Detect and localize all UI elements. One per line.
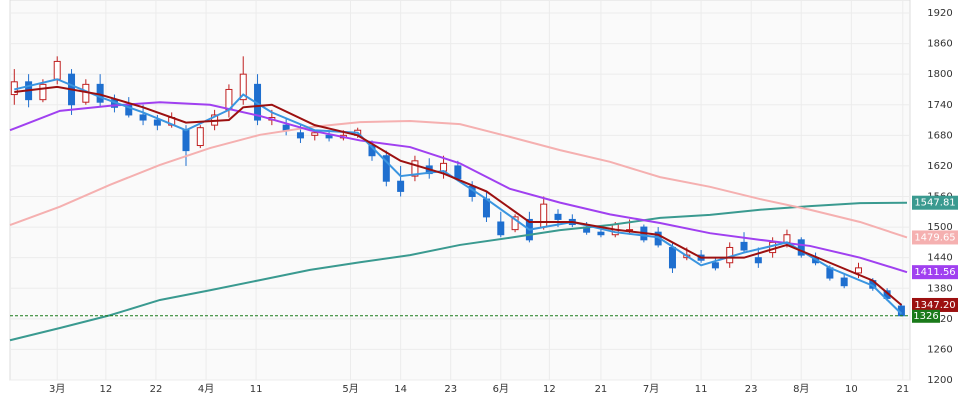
ma-line	[9, 101, 908, 274]
end-label-box	[912, 265, 958, 280]
candle-body	[311, 132, 319, 136]
candle-body	[239, 73, 247, 101]
y-tick-label: 1860	[927, 39, 952, 50]
candle-body	[854, 267, 862, 274]
y-tick-label: 1800	[927, 69, 952, 80]
ma-line	[14, 85, 903, 306]
x-tick-label: 6月	[493, 383, 509, 395]
x-tick-label: 5月	[342, 383, 358, 395]
candle-body	[440, 162, 448, 172]
y-tick-label: 1920	[927, 8, 952, 19]
x-tick-label: 23	[444, 384, 457, 395]
y-tick-label: 1440	[927, 253, 952, 264]
candle-body	[296, 132, 304, 139]
end-label: 1479.65	[914, 232, 955, 243]
candle-body	[554, 213, 562, 220]
candle-body	[740, 241, 748, 251]
y-tick-label: 1260	[927, 344, 952, 355]
candle-body	[397, 180, 405, 192]
end-label: 1347.20	[914, 300, 955, 311]
end-label: 1411.56	[914, 267, 955, 278]
candle-body	[39, 83, 47, 101]
ma-line	[14, 78, 903, 315]
candle-body	[597, 231, 605, 236]
candle-body	[182, 129, 190, 152]
x-tick-label: 22	[150, 384, 163, 395]
candle-body	[540, 203, 548, 228]
candle-body	[797, 239, 805, 256]
candle-body	[711, 262, 719, 269]
candle-body	[840, 277, 848, 287]
candle-body	[196, 127, 204, 147]
x-tick-label: 3月	[49, 383, 65, 395]
x-tick-label: 11	[250, 384, 263, 395]
end-label-box	[912, 297, 958, 312]
x-tick-label: 7月	[643, 383, 659, 395]
end-label-box	[912, 195, 958, 210]
last-price-label: 1326	[913, 311, 938, 322]
x-tick-label: 21	[595, 384, 608, 395]
end-label-box	[912, 230, 958, 245]
candle-body	[668, 246, 676, 269]
x-tick-label: 12	[99, 384, 112, 395]
y-tick-label: 1500	[927, 222, 952, 233]
y-tick-label: 1620	[927, 161, 952, 172]
plot-area	[9, 0, 911, 381]
candle-body	[783, 234, 791, 243]
candle-body	[139, 114, 147, 121]
candle-body	[769, 241, 777, 254]
candle-body	[497, 221, 505, 236]
x-tick-label: 12	[543, 384, 556, 395]
y-tick-label: 1740	[927, 100, 952, 111]
x-tick-label: 23	[745, 384, 758, 395]
y-tick-label: 1680	[927, 130, 952, 141]
x-tick-label: 21	[896, 384, 909, 395]
x-tick-label: 4月	[198, 383, 214, 395]
x-tick-label: 10	[845, 384, 858, 395]
y-tick-label: 1380	[927, 283, 952, 294]
candle-body	[53, 60, 61, 80]
candle-body	[754, 257, 762, 264]
end-label: 1547.81	[914, 198, 955, 209]
x-tick-label: 8月	[793, 383, 809, 395]
candle-body	[325, 134, 333, 139]
candle-body	[382, 155, 390, 182]
last-price-box	[912, 309, 940, 323]
x-tick-label: 14	[394, 384, 407, 395]
candle-body	[726, 246, 734, 264]
candle-body	[511, 216, 519, 231]
candle-body	[454, 165, 462, 180]
candle-body	[282, 124, 290, 131]
y-tick-label: 1200	[927, 375, 952, 386]
candle-body	[153, 119, 161, 126]
ma-line	[9, 201, 908, 342]
x-tick-label: 11	[695, 384, 708, 395]
candle-body	[411, 160, 419, 177]
ma-line	[9, 120, 908, 239]
